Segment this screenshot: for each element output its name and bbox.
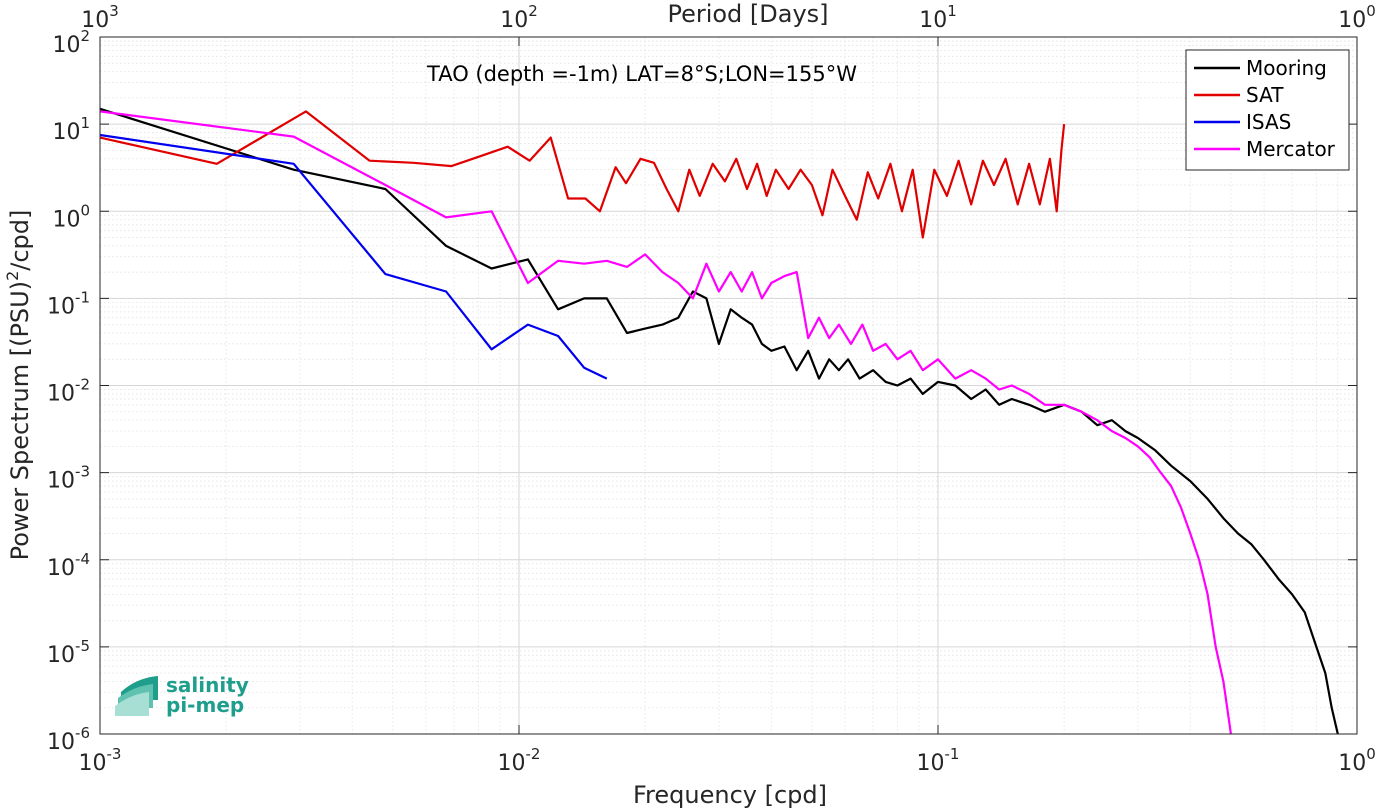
tick-exponent: 1 — [947, 2, 957, 20]
y-tick-label: 10-4 — [47, 550, 90, 581]
y-axis-label-sup: 2 — [3, 271, 22, 281]
tick-base: 10 — [47, 730, 75, 755]
tick-exponent: -1 — [945, 745, 960, 763]
y-tick-label: 10-5 — [47, 637, 90, 668]
tick-exponent: -1 — [75, 288, 90, 306]
tick-base: 10 — [79, 751, 107, 776]
y-tick-label: 101 — [52, 114, 90, 145]
x-tick-labels: 10-3 10-2 10-1 100 — [79, 745, 1376, 776]
tick-exponent: 0 — [1366, 745, 1376, 763]
tick-base: 10 — [1338, 8, 1366, 33]
legend-items: Mooring SAT ISAS Mercator — [1194, 56, 1336, 161]
top-tick-label: 100 — [1338, 2, 1376, 33]
tick-exponent: 0 — [1366, 2, 1376, 20]
y-tick-label: 102 — [52, 27, 90, 58]
series-layer — [99, 107, 1339, 735]
logo-line2: pi-mep — [166, 693, 244, 717]
tick-exponent: 2 — [80, 27, 90, 45]
series-line-mercator — [99, 110, 1232, 735]
tick-exponent: -2 — [526, 745, 541, 763]
x-tick-label: 10-2 — [498, 745, 541, 776]
y-tick-label: 10-6 — [47, 724, 90, 755]
tick-base: 10 — [52, 120, 80, 145]
tick-base: 10 — [47, 294, 75, 319]
tick-exponent: 0 — [80, 201, 90, 219]
series-line-mooring — [99, 107, 1339, 735]
tick-exponent: 2 — [528, 2, 538, 20]
y-axis-label-main: Power Spectrum [(PSU) — [6, 281, 34, 560]
tick-base: 10 — [47, 643, 75, 668]
y-tick-label: 10-2 — [47, 376, 90, 407]
top-tick-labels: 103 102 101 100 — [81, 2, 1376, 33]
legend: Mooring SAT ISAS Mercator — [1185, 49, 1350, 171]
top-tick-label: 101 — [919, 2, 957, 33]
x-tick-label: 10-1 — [917, 745, 960, 776]
tick-base: 10 — [52, 33, 80, 58]
tick-marks — [99, 36, 1358, 735]
top-tick-label: 102 — [500, 2, 538, 33]
logo-line1: salinity — [166, 673, 249, 697]
y-axis-label: Power Spectrum [(PSU)2/cpd] — [3, 210, 34, 561]
tick-exponent: -3 — [107, 745, 122, 763]
legend-label-mooring: Mooring — [1246, 56, 1327, 80]
tick-base: 10 — [81, 8, 109, 33]
tick-exponent: -4 — [75, 550, 90, 568]
y-tick-label: 100 — [52, 201, 90, 232]
tick-base: 10 — [500, 8, 528, 33]
x-axis-label: Frequency [cpd] — [633, 781, 827, 809]
series-line-sat — [99, 110, 1066, 239]
tick-exponent: -2 — [75, 376, 90, 394]
logo-mark-icon — [115, 676, 158, 716]
grid-lines — [99, 37, 1357, 735]
chart-title: TAO (depth =-1m) LAT=8°S;LON=155°W — [426, 62, 857, 86]
top-axis-label: Period [Days] — [667, 0, 828, 28]
top-tick-label: 103 — [81, 2, 119, 33]
y-tick-label: 10-1 — [47, 288, 90, 319]
x-tick-label: 100 — [1338, 745, 1376, 776]
tick-base: 10 — [52, 207, 80, 232]
tick-exponent: -6 — [75, 724, 90, 742]
x-tick-label: 10-3 — [79, 745, 122, 776]
y-axis-label-tail: /cpd] — [6, 210, 34, 271]
y-tick-label: 10-3 — [47, 463, 90, 494]
tick-exponent: -5 — [75, 637, 90, 655]
tick-exponent: -3 — [75, 463, 90, 481]
tick-exponent: 3 — [109, 2, 119, 20]
tick-base: 10 — [47, 382, 75, 407]
tick-base: 10 — [498, 751, 526, 776]
legend-label-sat: SAT — [1246, 83, 1284, 107]
series-line-isas — [99, 133, 608, 380]
tick-base: 10 — [1338, 751, 1366, 776]
tick-base: 10 — [917, 751, 945, 776]
tick-base: 10 — [919, 8, 947, 33]
legend-label-isas: ISAS — [1246, 110, 1291, 134]
tick-base: 10 — [47, 556, 75, 581]
salinity-pi-mep-logo: salinity pi-mep — [115, 673, 249, 717]
tick-exponent: 1 — [80, 114, 90, 132]
legend-label-mercator: Mercator — [1246, 137, 1336, 161]
tick-base: 10 — [47, 469, 75, 494]
